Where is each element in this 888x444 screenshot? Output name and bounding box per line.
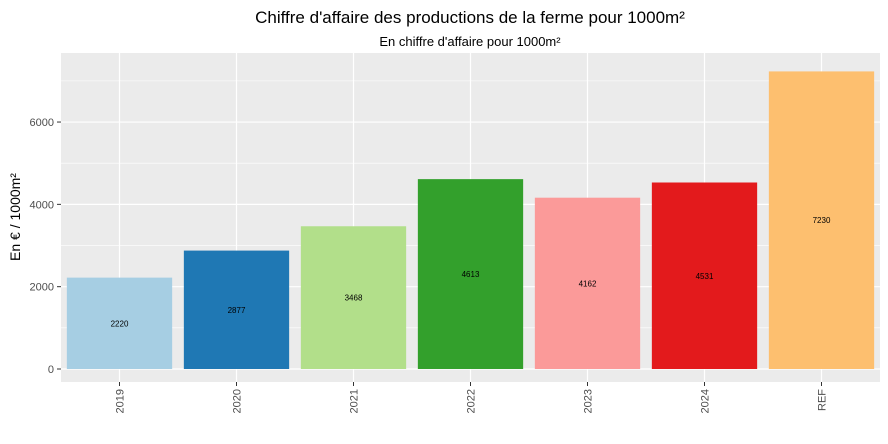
y-axis-label: En € / 1000m² [7, 173, 23, 261]
value-labels: 2220 2877 3468 4613 4162 4531 7230 [111, 216, 831, 328]
value-label-2020: 2877 [228, 306, 246, 315]
y-tick-label: 2000 [30, 282, 54, 294]
value-label-2024: 4531 [696, 272, 714, 281]
x-tick-label-REF: REF [817, 389, 829, 411]
bars [66, 71, 875, 369]
x-tick-label-2022: 2022 [466, 389, 478, 413]
bar-2019 [66, 277, 173, 369]
y-tick-label: 4000 [30, 199, 54, 211]
value-label-2022: 4613 [462, 270, 480, 279]
value-label-2021: 3468 [345, 294, 363, 303]
value-label-2019: 2220 [111, 319, 129, 328]
x-tick-label-2024: 2024 [700, 389, 712, 413]
x-axis: 2019 2020 2021 2022 2023 2024 REF [115, 382, 829, 413]
value-label-REF: 7230 [813, 216, 831, 225]
x-tick-label-2023: 2023 [583, 389, 595, 413]
chart-title: Chiffre d'affaire des productions de la … [255, 8, 685, 27]
value-label-2023: 4162 [579, 279, 597, 288]
y-tick-label: 6000 [30, 117, 54, 129]
x-tick-label-2020: 2020 [232, 389, 244, 413]
bar-2023 [534, 197, 641, 369]
chart-subtitle: En chiffre d'affaire pour 1000m² [379, 34, 561, 49]
bar-2020 [183, 250, 290, 369]
bar-REF [768, 71, 875, 369]
x-tick-label-2021: 2021 [349, 389, 361, 413]
y-tick-label: 0 [48, 364, 54, 376]
y-axis: 0 2000 4000 6000 [30, 117, 61, 376]
bar-2024 [651, 182, 758, 369]
x-tick-label-2019: 2019 [115, 389, 127, 413]
bar-2022 [417, 179, 524, 369]
bar-2021 [300, 226, 407, 369]
